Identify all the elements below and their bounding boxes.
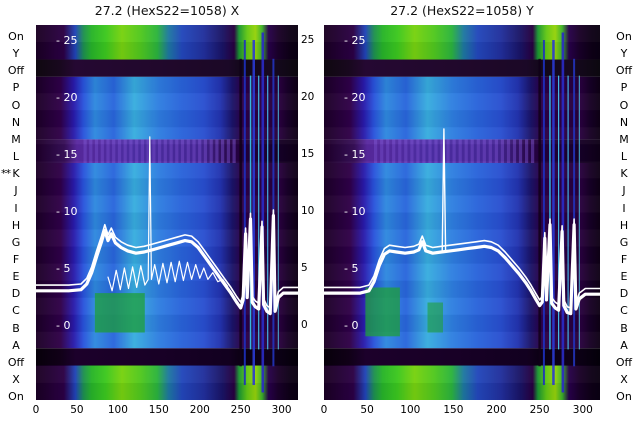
y-tick-label: 0 <box>301 319 308 331</box>
y-tick-label-inside: - 10 <box>56 205 77 218</box>
channel-label-left-12-g: G <box>11 235 21 249</box>
channel-label-left-6-m: M <box>11 132 21 146</box>
channel-label-right-21-on: On <box>616 390 632 404</box>
y-tick-label-inside: - 0 <box>56 319 70 332</box>
channel-labels-left: On Y Off P O N M L K J I H G F E D C B A Off X On <box>0 0 32 440</box>
channel-label-right-4-o: O <box>619 98 629 112</box>
channel-label-right-19-off: Off <box>615 355 633 369</box>
channel-label-left-13-f: F <box>12 252 20 266</box>
y-tick-label-inside: - 25 <box>344 34 365 47</box>
channel-label-left-21-on: On <box>8 390 24 404</box>
trace-x-main <box>36 209 298 309</box>
channel-label-left-16-c: C <box>12 304 20 318</box>
channel-label-left-1-y: Y <box>12 47 20 61</box>
channel-label-left-5-n: N <box>11 115 21 129</box>
channel-label-left-14-e: E <box>12 270 20 284</box>
channel-label-left-0-on: On <box>8 30 24 43</box>
x-tick-label-y: 100 <box>400 404 421 416</box>
panel-title-y: 27.2 (HexS22=1058) Y <box>390 3 534 18</box>
x-tick-label-x: 150 <box>148 404 169 416</box>
y-tick-label-inside: - 0 <box>344 319 358 332</box>
x-tick-label-y: 0 <box>320 404 328 416</box>
channel-label-right-14-e: E <box>620 270 628 284</box>
channel-labels-right: On Y Off P O N M L K J I H G F E D C B A Off X On <box>608 0 640 440</box>
x-tick-label-x: 0 <box>32 404 40 416</box>
x-tick-label-x: 100 <box>107 404 128 416</box>
channel-label-left-4-o: O <box>11 98 21 112</box>
channel-label-right-18-a: A <box>620 338 628 352</box>
trace-y-main <box>324 218 600 309</box>
y-tick-label-inside: - 20 <box>344 91 365 104</box>
channel-label-right-8-k: K <box>620 167 628 181</box>
channel-label-left-18-a: A <box>12 338 20 352</box>
channel-label-left-15-d: D <box>11 287 21 301</box>
channel-label-left-8-k: K <box>12 167 20 181</box>
y-tick-label: 20 <box>301 91 315 103</box>
x-tick-label-y: 300 <box>572 404 593 416</box>
channel-label-right-6-m: M <box>619 132 629 146</box>
channel-label-left-20-x: X <box>12 373 20 386</box>
channel-label-right-12-g: G <box>619 235 629 249</box>
y-tick-label: 5 <box>301 262 308 274</box>
channel-label-left-2-off: Off <box>7 64 25 78</box>
heatmap-panel-y: - 25 - 20 - 15 - 10 - 5 - 0 <box>324 25 600 400</box>
channel-label-left-17-b: B <box>12 321 20 335</box>
channel-label-right-3-p: P <box>620 81 628 95</box>
x-tick-label-y: 150 <box>443 404 464 416</box>
trace-x-osc <box>107 136 229 292</box>
x-tick-label-x: 50 <box>70 404 84 416</box>
y-tick-label: 15 <box>301 148 315 160</box>
channel-label-right-2-off: Off <box>615 64 633 78</box>
channel-label-left-11-h: H <box>11 218 21 232</box>
channel-label-right-1-y: Y <box>620 47 628 61</box>
channel-label-right-5-n: N <box>619 115 629 129</box>
channel-label-right-11-h: H <box>619 218 629 232</box>
y-tick-label-inside: - 10 <box>344 205 365 218</box>
y-tick-label: 25 <box>301 34 315 46</box>
y-tick-label-inside: - 20 <box>56 91 77 104</box>
channel-label-right-7-l: L <box>620 150 628 163</box>
channel-label-right-13-f: F <box>620 252 628 266</box>
channel-label-left-10-i: I <box>14 201 18 215</box>
channel-label-right-0-on: On <box>616 30 632 43</box>
x-tick-label-x: 300 <box>271 404 292 416</box>
channel-label-right-15-d: D <box>619 287 629 301</box>
heatmap-panel-x: - 25 - 20 - 15 - 10 - 5 - 0 <box>36 25 298 400</box>
x-tick-label-x: 200 <box>189 404 210 416</box>
trace-y-spike <box>441 128 447 253</box>
channel-label-right-20-x: X <box>620 373 628 386</box>
y-tick-label-inside: - 15 <box>344 148 365 161</box>
channel-label-right-16-c: C <box>620 304 628 318</box>
panel-title-x: 27.2 (HexS22=1058) X <box>94 3 240 18</box>
active-row-marker: ** <box>1 167 11 181</box>
channel-label-right-9-j: J <box>622 184 626 198</box>
y-tick-label-inside: - 5 <box>344 262 358 275</box>
x-tick-label-y: 200 <box>486 404 507 416</box>
channel-label-left-3-p: P <box>12 81 20 95</box>
channel-label-right-17-b: B <box>620 321 628 335</box>
channel-label-left-19-off: Off <box>7 355 25 369</box>
x-tick-label-y: 50 <box>360 404 374 416</box>
channel-label-left-9-j: J <box>14 184 18 198</box>
x-tick-label-y: 250 <box>529 404 550 416</box>
y-tick-label-inside: - 25 <box>56 34 77 47</box>
channel-label-right-10-i: I <box>622 201 626 215</box>
channel-label-left-7-l: L <box>12 150 20 163</box>
y-tick-label: 10 <box>301 205 315 217</box>
x-tick-label-x: 250 <box>230 404 251 416</box>
y-tick-label-inside: - 5 <box>56 262 70 275</box>
y-tick-label-inside: - 15 <box>56 148 77 161</box>
